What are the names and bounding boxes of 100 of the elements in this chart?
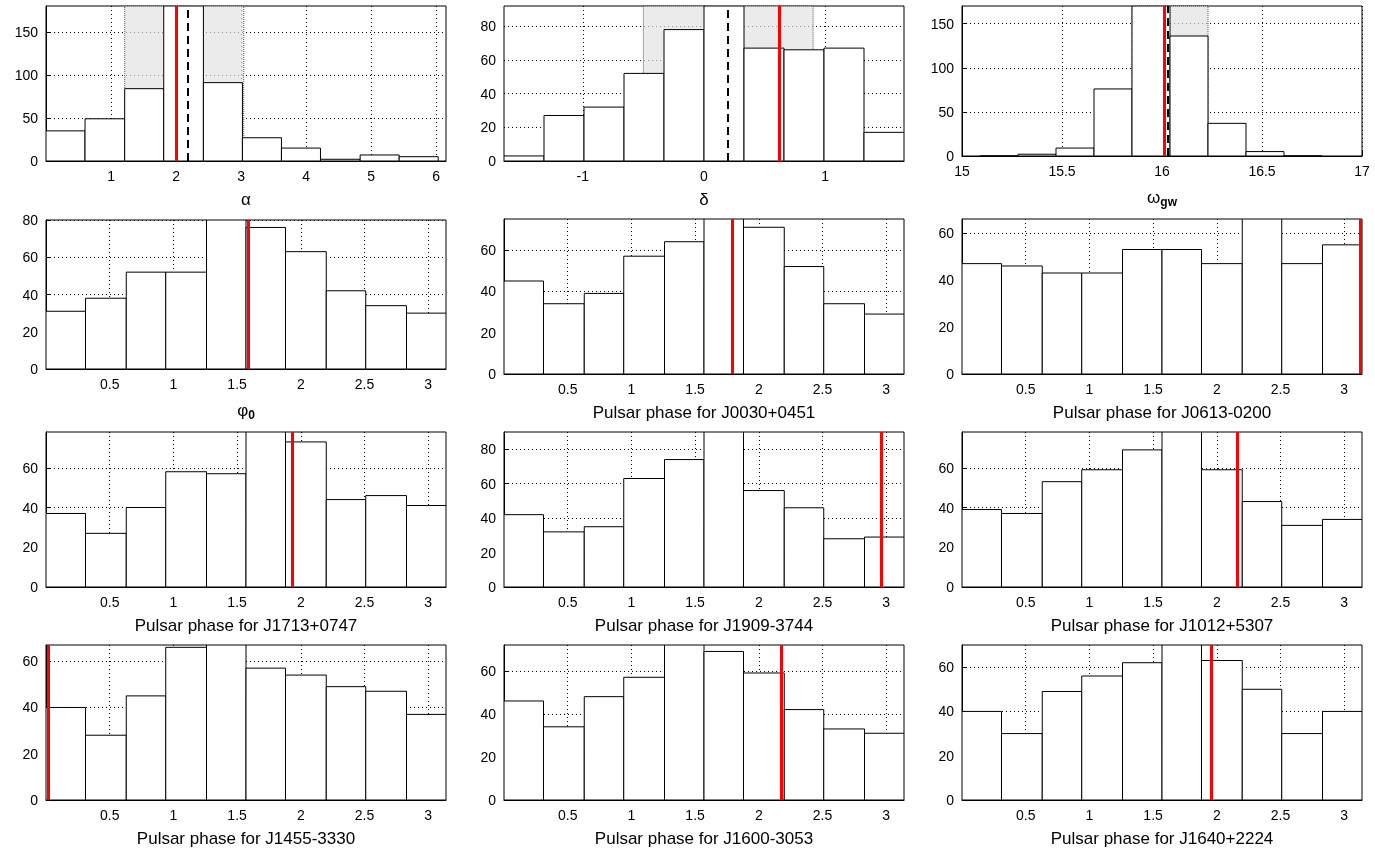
y-tick-label: 150 [14, 23, 39, 40]
y-tick-label: 100 [930, 59, 955, 76]
x-axis-title: Pulsar phase for J1455-3330 [136, 829, 356, 848]
x-axis-title: Pulsar phase for J0613-0200 [1052, 403, 1272, 422]
x-axis-title: Pulsar phase for J0030+0451 [592, 403, 816, 422]
x-tick-label: 3 [882, 807, 891, 823]
y-tick-label: 40 [938, 703, 955, 720]
x-tick-label: 2 [296, 807, 305, 823]
x-tick-label: 1 [169, 594, 178, 610]
x-tick-label: 0.5 [1015, 807, 1036, 823]
y-tick-label: 0 [488, 366, 497, 382]
y-tick-label: 80 [480, 18, 497, 35]
x-axis-title: α [241, 190, 252, 209]
y-tick-label: 60 [22, 653, 39, 670]
x-tick-label: 1 [1085, 807, 1094, 823]
y-tick-label: 40 [480, 510, 497, 527]
x-tick-label: 2.5 [812, 594, 833, 610]
y-tick-label: 60 [938, 459, 955, 476]
x-tick-label: 1 [107, 168, 116, 184]
x-tick-label: 0.5 [99, 807, 120, 823]
x-tick-label: 3 [1340, 807, 1349, 823]
x-axis-title: Pulsar phase for J1713+0747 [134, 616, 358, 635]
y-tick-label: 100 [14, 66, 39, 83]
y-tick-label: 20 [938, 539, 955, 556]
y-tick-label: 0 [946, 579, 955, 595]
x-tick-label: 3 [424, 807, 433, 823]
x-tick-label: 0.5 [1015, 381, 1036, 397]
x-tick-label: 1 [169, 807, 178, 823]
x-axis-title: Pulsar phase for J1012+5307 [1050, 616, 1274, 635]
y-tick-label: 0 [488, 579, 497, 595]
y-tick-label: 60 [22, 249, 39, 266]
y-tick-label: 80 [22, 212, 39, 228]
x-tick-label: 1 [1085, 381, 1094, 397]
x-tick-label: 3 [237, 168, 246, 184]
x-tick-label: 1.5 [227, 594, 248, 610]
x-tick-label: 2.5 [354, 807, 375, 823]
x-tick-label: 5 [367, 168, 376, 184]
x-tick-label: 2.5 [1270, 807, 1291, 823]
x-tick-label: 1.5 [1143, 594, 1164, 610]
x-tick-label: 2 [1212, 594, 1221, 610]
y-tick-label: 20 [22, 745, 39, 762]
y-tick-label: 60 [480, 475, 497, 492]
y-tick-label: 20 [480, 324, 497, 341]
x-tick-label: 0.5 [557, 807, 578, 823]
x-tick-label: 0.5 [557, 381, 578, 397]
x-axis-title: δ [699, 190, 709, 209]
x-tick-label: 2 [754, 381, 763, 397]
x-tick-label: 2.5 [1270, 594, 1291, 610]
y-tick-label: 0 [30, 579, 39, 595]
y-tick-label: 60 [480, 662, 497, 679]
y-tick-label: 40 [22, 499, 39, 516]
y-tick-label: 0 [488, 153, 497, 169]
x-tick-label: 3 [424, 376, 433, 392]
x-tick-label: 1.5 [1143, 807, 1164, 823]
x-tick-label: 2 [754, 594, 763, 610]
x-tick-label: 2.5 [812, 807, 833, 823]
x-tick-label: 1 [627, 594, 636, 610]
x-axis-title: Pulsar phase for J1600-3053 [594, 829, 814, 848]
x-tick-label: 2 [1212, 807, 1221, 823]
y-tick-label: 0 [30, 361, 39, 377]
x-tick-label: 2.5 [1270, 381, 1291, 397]
y-tick-label: 0 [30, 792, 39, 808]
x-tick-label: 2 [296, 376, 305, 392]
x-axis-title: Pulsar phase for J1640+2224 [1050, 829, 1274, 848]
y-tick-label: 0 [946, 792, 955, 808]
y-tick-label: 20 [22, 323, 39, 340]
x-tick-label: 1.5 [685, 594, 706, 610]
y-tick-label: 20 [480, 119, 497, 136]
x-tick-label: 1 [627, 381, 636, 397]
y-tick-label: 40 [480, 283, 497, 300]
y-tick-label: 40 [480, 705, 497, 722]
y-tick-label: 20 [938, 747, 955, 764]
x-tick-label: 0.5 [99, 594, 120, 610]
x-tick-label: 16.5 [1248, 163, 1276, 179]
y-tick-label: 20 [480, 544, 497, 561]
x-tick-label: 2.5 [354, 594, 375, 610]
y-tick-label: 40 [22, 699, 39, 716]
y-tick-label: 150 [930, 15, 955, 32]
x-tick-label: 2 [172, 168, 181, 184]
x-tick-label: 1.5 [685, 381, 706, 397]
x-tick-label: 2.5 [354, 376, 375, 392]
y-tick-label: 60 [938, 659, 955, 676]
x-tick-label: 0.5 [99, 376, 120, 392]
y-tick-label: 40 [938, 272, 955, 289]
y-tick-label: 40 [938, 499, 955, 516]
y-tick-label: 0 [946, 148, 955, 164]
y-tick-label: 40 [22, 286, 39, 303]
y-tick-label: 50 [938, 103, 955, 120]
x-tick-label: 1 [821, 168, 830, 184]
y-tick-label: 20 [480, 748, 497, 765]
x-tick-label: 15 [954, 163, 970, 179]
x-tick-label: -1 [576, 168, 590, 184]
x-tick-label: 2 [1212, 381, 1221, 397]
x-tick-label: 2 [754, 807, 763, 823]
y-tick-label: 20 [938, 319, 955, 336]
y-tick-label: 20 [22, 539, 39, 556]
x-tick-label: 15.5 [1048, 163, 1076, 179]
y-tick-label: 60 [22, 459, 39, 476]
x-tick-label: 0.5 [557, 594, 578, 610]
x-tick-label: 16 [1154, 163, 1170, 179]
